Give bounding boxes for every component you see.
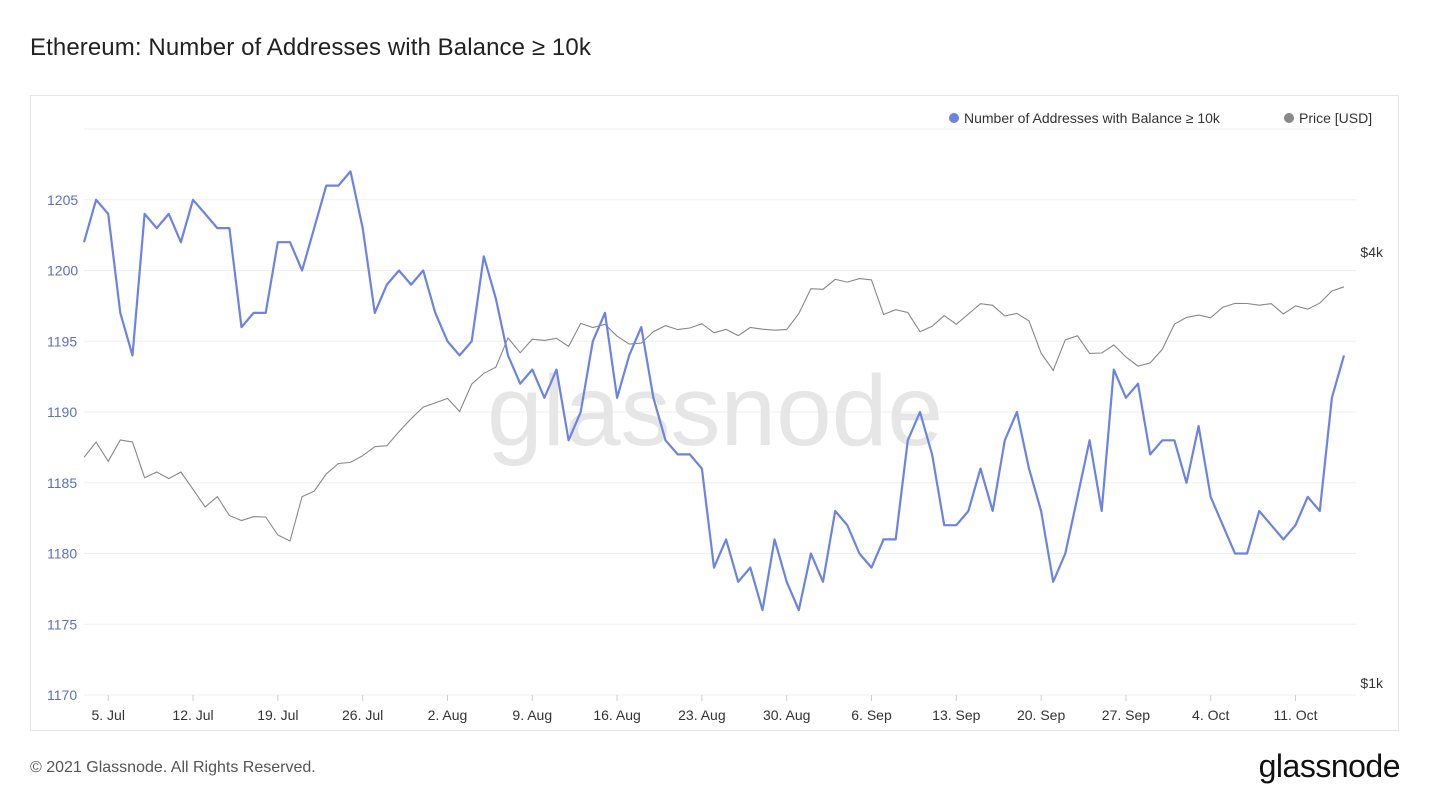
grid-lines	[84, 128, 1356, 696]
x-tick-label: 4. Oct	[1192, 707, 1229, 723]
y-axis-left: 1170 1175 1180 1185 1190 1195 1200 1205	[47, 192, 78, 703]
y-tick-label-left: 1205	[47, 192, 78, 208]
legend-label-addresses: Number of Addresses with Balance ≥ 10k	[964, 110, 1221, 126]
x-tick-label: 23. Aug	[678, 707, 726, 723]
legend: Number of Addresses with Balance ≥ 10k Pr…	[949, 110, 1372, 126]
chart-title: Ethereum: Number of Addresses with Balan…	[30, 34, 591, 61]
y-tick-label-right: $4k	[1360, 244, 1384, 260]
x-axis: 5. Jul 12. Jul 19. Jul 26. Jul 2. Aug 9. Aug 1…	[91, 695, 1318, 723]
x-tick-label: 12. Jul	[172, 707, 213, 723]
x-tick-label: 20. Sep	[1017, 707, 1065, 723]
y-tick-label-left: 1190	[47, 404, 77, 420]
legend-label-price: Price [USD]	[1299, 110, 1372, 126]
y-tick-label-left: 1175	[47, 616, 77, 632]
y-axis-right: $1k $4k	[1360, 244, 1384, 691]
series-line-addresses	[82, 170, 1346, 612]
x-tick-label: 9. Aug	[512, 707, 552, 723]
legend-marker-price	[1284, 113, 1294, 123]
x-tick-label: 16. Aug	[593, 707, 641, 723]
x-tick-label: 13. Sep	[932, 707, 980, 723]
x-tick-label: 5. Jul	[91, 707, 124, 723]
x-tick-label: 11. Oct	[1273, 707, 1317, 723]
chart-frame	[30, 95, 1399, 731]
copyright: © 2021 Glassnode. All Rights Reserved.	[30, 759, 316, 776]
x-tick-label: 27. Sep	[1102, 707, 1150, 723]
y-tick-label-left: 1195	[47, 333, 77, 349]
x-tick-label: 2. Aug	[428, 707, 468, 723]
y-tick-label-right: $1k	[1360, 675, 1384, 691]
series-line-price	[83, 278, 1345, 542]
x-tick-label: 6. Sep	[851, 707, 892, 723]
y-tick-label-left: 1185	[47, 475, 77, 491]
x-tick-label: 19. Jul	[257, 707, 298, 723]
x-tick-label: 30. Aug	[763, 707, 811, 723]
y-tick-label-left: 1180	[47, 546, 77, 562]
x-tick-label: 26. Jul	[342, 707, 383, 723]
legend-marker-addresses	[949, 113, 959, 123]
brand-logo: glassnode	[1258, 748, 1401, 784]
y-tick-label-left: 1170	[47, 687, 77, 703]
y-tick-label-left: 1200	[47, 263, 78, 279]
